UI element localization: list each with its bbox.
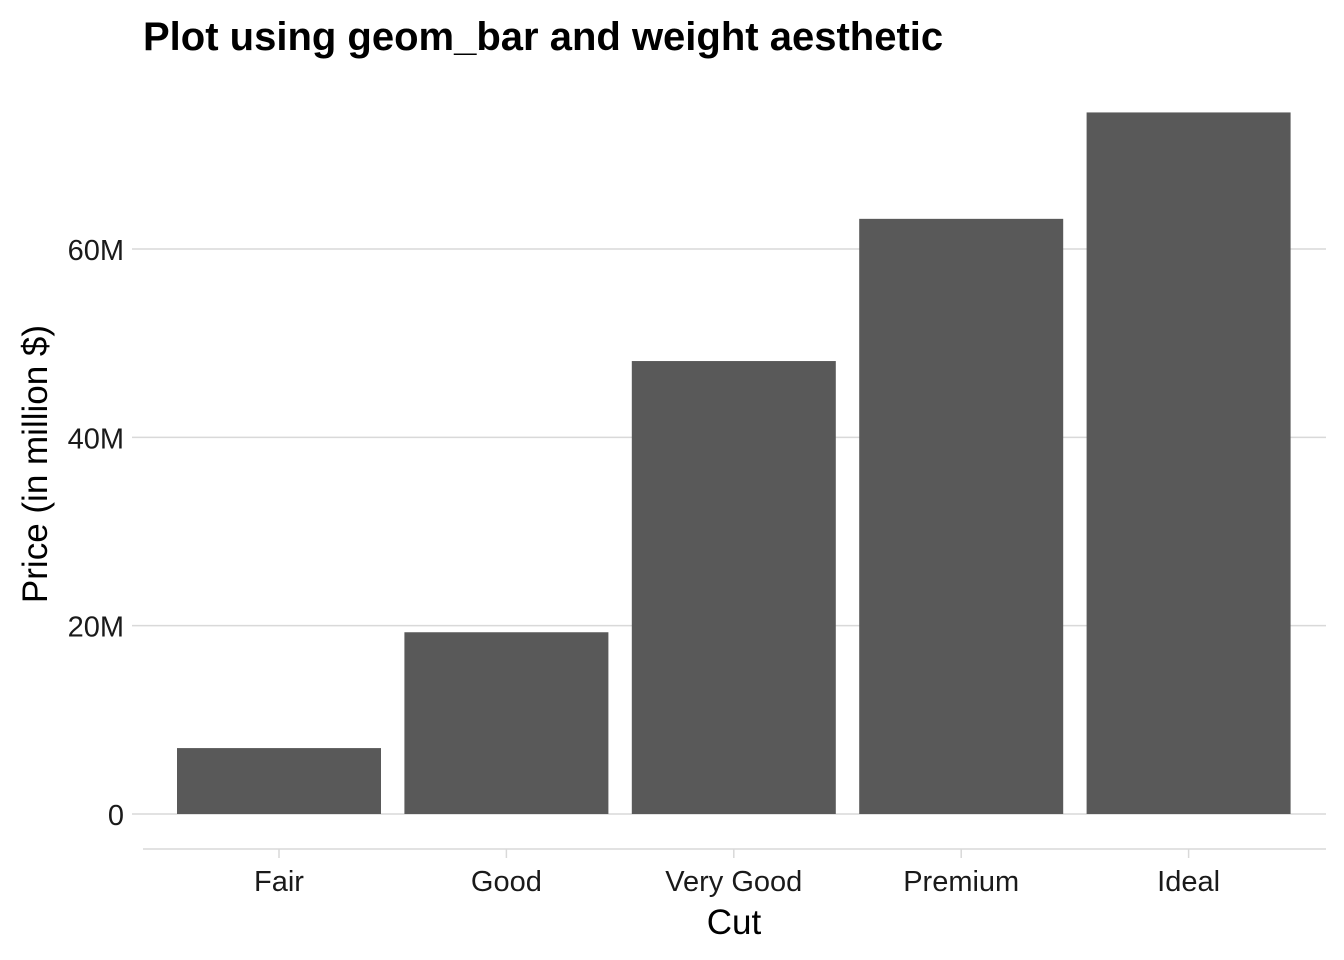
x-tick-label: Premium: [903, 866, 1019, 898]
y-tick-label: 40M: [68, 423, 124, 455]
bar-ideal: [1086, 112, 1291, 815]
y-tick-label: 60M: [68, 235, 124, 267]
bar-good: [404, 632, 609, 814]
bar-fair: [177, 748, 381, 814]
bar-premium: [859, 218, 1064, 815]
x-axis-title: Cut: [707, 903, 762, 942]
x-tick-label: Ideal: [1157, 866, 1220, 898]
chart-title: Plot using geom_bar and weight aesthetic: [143, 15, 943, 59]
y-tick-label: 20M: [68, 612, 124, 644]
y-axis-tick-labels: 0 20M 40M 60M: [68, 235, 124, 832]
x-tick-label: Very Good: [665, 866, 802, 898]
y-tick-label: 0: [108, 800, 124, 832]
bars: [177, 112, 1291, 815]
x-axis-ticks: Fair Good Very Good Premium Ideal: [254, 849, 1220, 898]
bar-very-good: [631, 361, 836, 814]
y-axis-title: Price (in million $): [16, 325, 55, 603]
x-tick-label: Good: [471, 866, 542, 898]
x-tick-label: Fair: [254, 866, 304, 898]
